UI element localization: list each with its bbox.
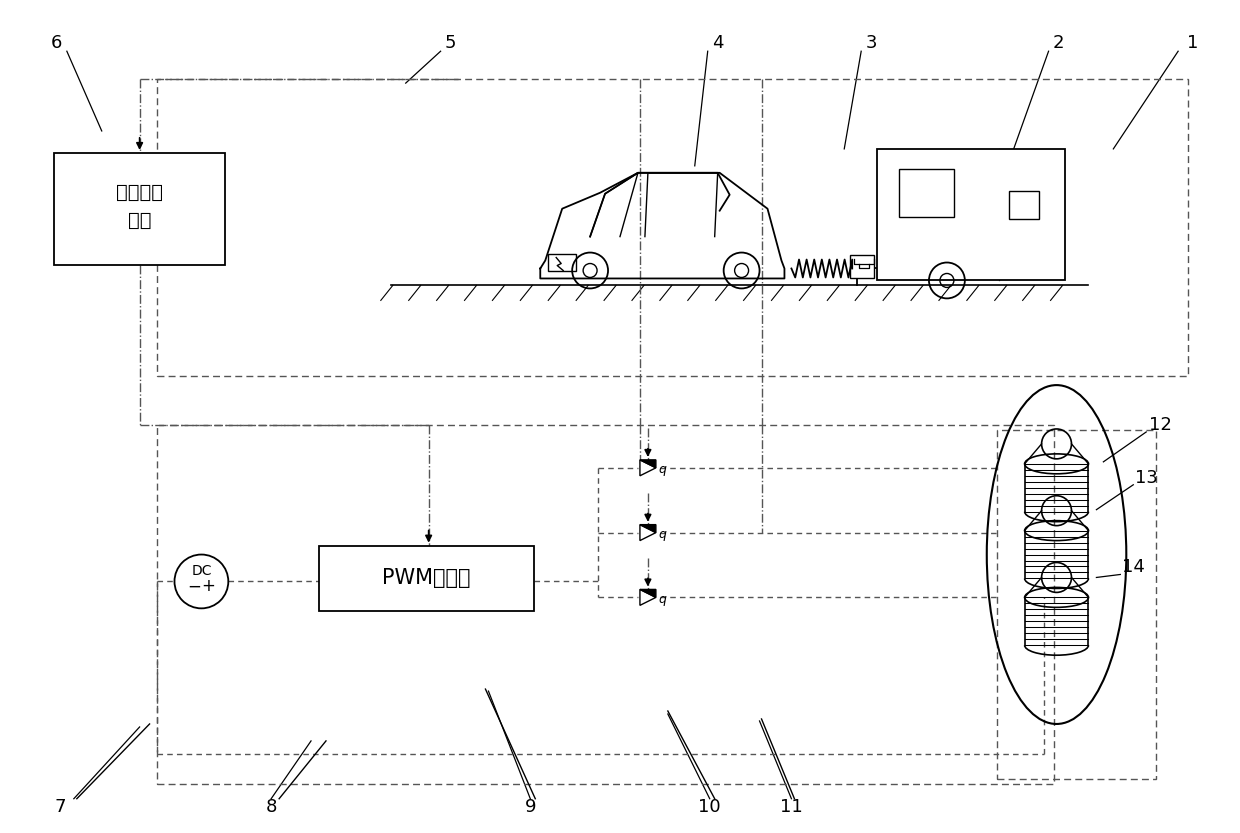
Bar xyxy=(899,169,954,217)
Polygon shape xyxy=(640,460,656,468)
Text: 14: 14 xyxy=(1122,558,1145,576)
Polygon shape xyxy=(640,460,656,476)
Text: 13: 13 xyxy=(1135,469,1158,486)
Text: q: q xyxy=(658,463,666,476)
Text: 单元: 单元 xyxy=(128,211,151,230)
Text: 1: 1 xyxy=(1188,34,1199,52)
Text: 8: 8 xyxy=(265,798,277,816)
Text: 11: 11 xyxy=(780,798,802,816)
Text: 2: 2 xyxy=(1053,34,1064,52)
Text: q: q xyxy=(658,593,666,606)
Bar xyxy=(851,255,874,278)
Text: −: − xyxy=(187,577,201,596)
Text: PWM控制器: PWM控制器 xyxy=(382,568,471,588)
Text: 7: 7 xyxy=(55,798,66,816)
Text: 电子控制: 电子控制 xyxy=(117,183,164,202)
Text: 6: 6 xyxy=(51,34,62,52)
Text: 9: 9 xyxy=(525,798,536,816)
Bar xyxy=(877,149,1064,281)
Text: DC: DC xyxy=(191,565,212,578)
Text: +: + xyxy=(201,577,216,596)
Text: 4: 4 xyxy=(712,34,723,52)
Polygon shape xyxy=(640,525,656,532)
Polygon shape xyxy=(640,590,656,606)
Bar xyxy=(156,425,1054,784)
Bar xyxy=(1008,191,1039,218)
Text: 10: 10 xyxy=(698,798,720,816)
Text: 3: 3 xyxy=(866,34,877,52)
Text: 12: 12 xyxy=(1148,416,1172,434)
Bar xyxy=(997,430,1156,779)
Bar xyxy=(53,153,226,265)
Bar xyxy=(319,546,534,611)
Polygon shape xyxy=(640,525,656,541)
Text: q: q xyxy=(658,528,666,541)
Polygon shape xyxy=(640,590,656,597)
Bar xyxy=(548,253,577,272)
Bar xyxy=(156,79,1188,377)
Text: 5: 5 xyxy=(445,34,456,52)
